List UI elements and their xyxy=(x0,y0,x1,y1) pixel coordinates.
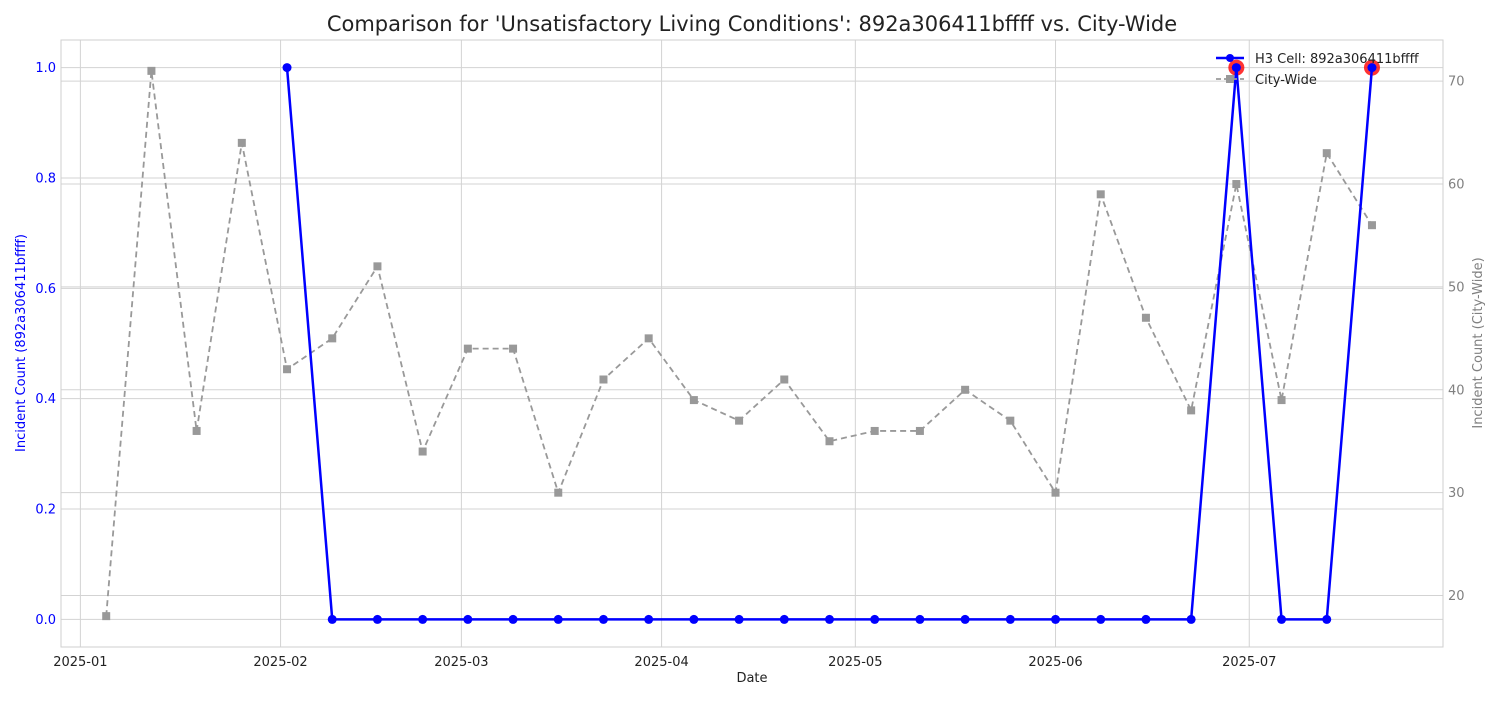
city-wide-point xyxy=(147,66,156,75)
x-tick-label: 2025-05 xyxy=(828,655,882,670)
h3-cell-point xyxy=(689,614,699,624)
h3-cell-point xyxy=(824,614,834,624)
x-tick-label: 2025-03 xyxy=(434,655,488,670)
y-right-tick-label: 50 xyxy=(1448,280,1465,295)
city-wide-point xyxy=(1322,149,1331,158)
city-wide-point xyxy=(1006,416,1015,425)
city-wide-point xyxy=(689,396,698,405)
h3-cell-point xyxy=(779,614,789,624)
legend-h3-label: H3 Cell: 892a306411bffff xyxy=(1255,52,1420,67)
city-wide-point xyxy=(418,447,427,456)
h3-cell-point xyxy=(327,614,337,624)
y-right-tick-label: 70 xyxy=(1448,75,1465,90)
x-tick-label: 2025-02 xyxy=(253,655,307,670)
city-wide-point xyxy=(961,385,970,394)
city-wide-point xyxy=(463,344,472,353)
city-wide-point xyxy=(1051,488,1060,497)
city-wide-point xyxy=(1367,221,1376,230)
city-wide-point xyxy=(915,426,924,435)
legend-city-label: City-Wide xyxy=(1255,73,1317,88)
city-wide-point xyxy=(870,426,879,435)
city-wide-point xyxy=(1187,406,1196,415)
h3-cell-point xyxy=(1367,63,1377,73)
h3-cell-point xyxy=(372,614,382,624)
legend: H3 Cell: 892a306411bffff City-Wide xyxy=(1216,52,1420,88)
y-right-tick-label: 40 xyxy=(1448,383,1465,398)
city-wide-point xyxy=(328,334,337,343)
h3-cell-point xyxy=(463,614,473,624)
h3-cell-point xyxy=(1096,614,1106,624)
city-wide-point xyxy=(644,334,653,343)
city-wide-point xyxy=(192,426,201,435)
x-tick-label: 2025-07 xyxy=(1222,655,1276,670)
h3-cell-point xyxy=(282,63,292,73)
plot-frame xyxy=(60,39,1444,648)
h3-cell-point xyxy=(1322,614,1332,624)
x-tick-label: 2025-01 xyxy=(53,655,107,670)
h3-cell-line xyxy=(285,67,1374,621)
city-wide-point xyxy=(554,488,563,497)
series-layer xyxy=(102,59,1380,624)
city-wide-point xyxy=(283,365,292,374)
h3-cell-point xyxy=(1141,614,1151,624)
h3-cell-point xyxy=(1051,614,1061,624)
h3-cell-point xyxy=(644,614,654,624)
y-right-tick-label: 60 xyxy=(1448,178,1465,193)
city-wide-point xyxy=(1277,396,1286,405)
city-wide-point xyxy=(1096,190,1105,199)
city-wide-point xyxy=(509,344,518,353)
h3-cell-point xyxy=(1005,614,1015,624)
h3-cell-point xyxy=(870,614,880,624)
city-wide-point xyxy=(825,437,834,446)
legend-city-marker xyxy=(1226,75,1234,83)
y-right-tick-label: 20 xyxy=(1448,589,1465,604)
chart-title: Comparison for 'Unsatisfactory Living Co… xyxy=(327,12,1177,36)
h3-cell-point xyxy=(418,614,428,624)
city-wide-point xyxy=(735,416,744,425)
x-tick-label: 2025-04 xyxy=(634,655,688,670)
y-left-tick-label: 0.4 xyxy=(35,392,56,407)
city-wide-point xyxy=(237,138,246,147)
y-left-tick-label: 0.6 xyxy=(35,282,56,297)
y-axis-right-label: Incident Count (City-Wide) xyxy=(1471,257,1486,428)
city-wide-point xyxy=(1232,180,1241,189)
legend-h3-marker xyxy=(1226,54,1234,62)
h3-cell-point xyxy=(1231,63,1241,73)
h3-cell-point xyxy=(1186,614,1196,624)
y-left-tick-label: 0.0 xyxy=(35,613,56,628)
city-wide-point xyxy=(780,375,789,384)
city-wide-point xyxy=(1141,313,1150,322)
city-wide-point xyxy=(373,262,382,271)
y-axis-left-label: Incident Count (892a306411bffff) xyxy=(14,234,29,452)
y-left-tick-label: 0.2 xyxy=(35,503,56,518)
city-wide-point xyxy=(599,375,608,384)
city-wide-line xyxy=(105,70,1373,617)
h3-cell-point xyxy=(734,614,744,624)
axes: 2025-01 2025-02 2025-03 2025-04 2025-05 2025-… xyxy=(35,61,1464,670)
y-left-tick-label: 1.0 xyxy=(35,61,56,76)
h3-cell-point xyxy=(1277,614,1287,624)
h3-cell-point xyxy=(960,614,970,624)
y-left-tick-label: 0.8 xyxy=(35,171,56,186)
x-axis-label: Date xyxy=(736,671,767,686)
y-right-tick-label: 30 xyxy=(1448,486,1465,501)
grid xyxy=(61,40,1443,647)
x-tick-label: 2025-06 xyxy=(1028,655,1082,670)
city-wide-point xyxy=(102,612,111,621)
h3-cell-point xyxy=(598,614,608,624)
h3-cell-point xyxy=(553,614,563,624)
h3-cell-point xyxy=(915,614,925,624)
h3-cell-point xyxy=(508,614,518,624)
